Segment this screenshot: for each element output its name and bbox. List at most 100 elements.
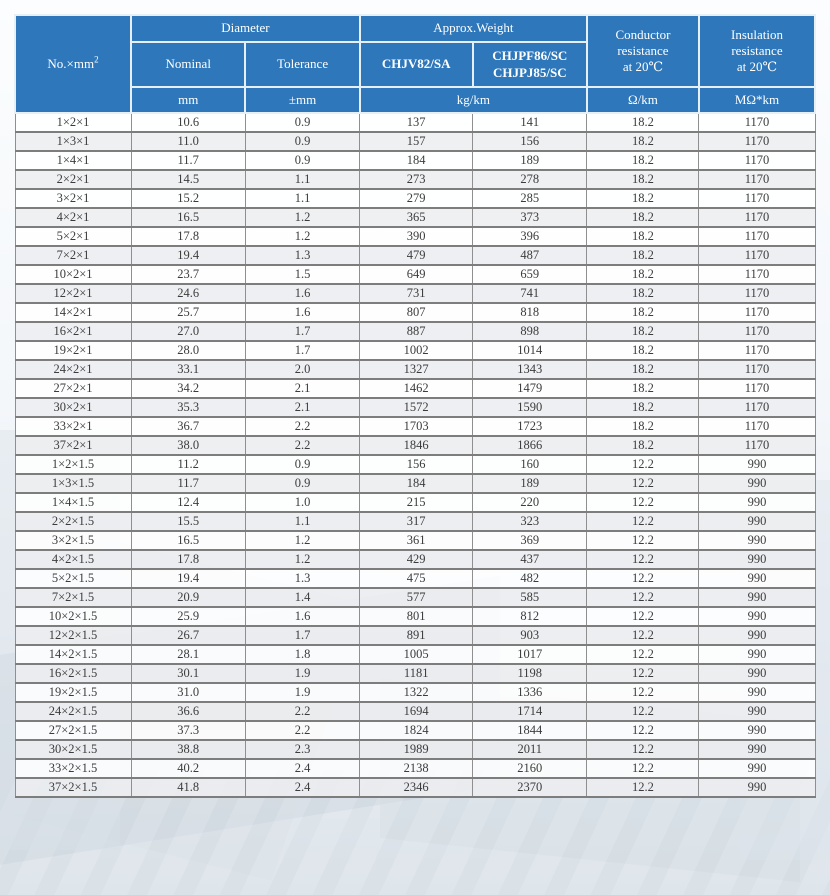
cell: 19.4 bbox=[130, 569, 246, 589]
cell: 990 bbox=[698, 759, 816, 779]
cell: 365 bbox=[359, 208, 474, 228]
cell: 1×3×1.5 bbox=[14, 474, 132, 494]
cell: 24×2×1 bbox=[14, 360, 132, 380]
table-row: 27×2×1.5 37.3 2.2 1824 1844 12.2 990 bbox=[14, 721, 816, 741]
cell: 1590 bbox=[472, 398, 588, 418]
cell: 1714 bbox=[472, 702, 588, 722]
cell: 1170 bbox=[698, 132, 816, 152]
cell: 15.2 bbox=[130, 189, 246, 209]
cell: 812 bbox=[472, 607, 588, 627]
table-row: 1×4×1.5 12.4 1.0 215 220 12.2 990 bbox=[14, 493, 816, 513]
cell: 30.1 bbox=[130, 664, 246, 684]
cell: 36.7 bbox=[130, 417, 246, 437]
cell: 2×2×1 bbox=[14, 170, 132, 190]
cell: 1.8 bbox=[244, 645, 361, 665]
cell: 437 bbox=[472, 550, 588, 570]
table-row: 3×2×1.5 16.5 1.2 361 369 12.2 990 bbox=[14, 531, 816, 551]
cell: 577 bbox=[359, 588, 474, 608]
cell: 807 bbox=[359, 303, 474, 323]
table-row: 5×2×1 17.8 1.2 390 396 18.2 1170 bbox=[14, 227, 816, 247]
cell: 19.4 bbox=[130, 246, 246, 266]
cell: 18.2 bbox=[586, 151, 700, 171]
table-row: 4×2×1 16.5 1.2 365 373 18.2 1170 bbox=[14, 208, 816, 228]
cell: 17.8 bbox=[130, 227, 246, 247]
cell: 1×2×1.5 bbox=[14, 455, 132, 475]
cell: 189 bbox=[472, 474, 588, 494]
cell: 11.7 bbox=[130, 151, 246, 171]
cell: 1170 bbox=[698, 208, 816, 228]
cell: 990 bbox=[698, 702, 816, 722]
cell: 12.2 bbox=[586, 455, 700, 475]
cell: 2.2 bbox=[244, 436, 361, 456]
cell: 1.1 bbox=[244, 189, 361, 209]
cell: 2011 bbox=[472, 740, 588, 760]
header-approx-weight: Approx.Weight bbox=[358, 14, 588, 43]
cell: 1.2 bbox=[244, 208, 361, 228]
table-row: 24×2×1 33.1 2.0 1327 1343 18.2 1170 bbox=[14, 360, 816, 380]
header-model-chjpf86: CHJPF86/SC CHJPJ85/SC bbox=[471, 41, 588, 88]
cell: 731 bbox=[359, 284, 474, 304]
cell: 1170 bbox=[698, 322, 816, 342]
cell: 18.2 bbox=[586, 303, 700, 323]
cell: 479 bbox=[359, 246, 474, 266]
cell: 1.7 bbox=[244, 322, 361, 342]
table-row: 14×2×1.5 28.1 1.8 1005 1017 12.2 990 bbox=[14, 645, 816, 665]
cell: 990 bbox=[698, 531, 816, 551]
table-row: 10×2×1 23.7 1.5 649 659 18.2 1170 bbox=[14, 265, 816, 285]
cell: 1.6 bbox=[244, 607, 361, 627]
cell: 990 bbox=[698, 512, 816, 532]
cell: 990 bbox=[698, 683, 816, 703]
cell: 11.0 bbox=[130, 132, 246, 152]
header-tolerance: Tolerance bbox=[244, 41, 361, 88]
table-row: 2×2×1.5 15.5 1.1 317 323 12.2 990 bbox=[14, 512, 816, 532]
cell: 16×2×1 bbox=[14, 322, 132, 342]
cell: 1170 bbox=[698, 227, 816, 247]
cell: 12×2×1 bbox=[14, 284, 132, 304]
cell: 18.2 bbox=[586, 170, 700, 190]
unit-kg-km: kg/km bbox=[358, 86, 588, 114]
cell: 7×2×1.5 bbox=[14, 588, 132, 608]
cell: 1198 bbox=[472, 664, 588, 684]
cell: 4×2×1.5 bbox=[14, 550, 132, 570]
cell: 475 bbox=[359, 569, 474, 589]
cell: 2.0 bbox=[244, 360, 361, 380]
cell: 2×2×1.5 bbox=[14, 512, 132, 532]
cell: 1170 bbox=[698, 360, 816, 380]
spec-sheet-page: No.×mm2 Diameter Approx.Weight Conductor… bbox=[14, 14, 817, 798]
cell: 18.2 bbox=[586, 189, 700, 209]
cell: 818 bbox=[472, 303, 588, 323]
cell: 7×2×1 bbox=[14, 246, 132, 266]
cell: 12.2 bbox=[586, 721, 700, 741]
cell: 2.2 bbox=[244, 721, 361, 741]
cell: 25.9 bbox=[130, 607, 246, 627]
cell: 1.3 bbox=[244, 246, 361, 266]
cell: 15.5 bbox=[130, 512, 246, 532]
cell: 891 bbox=[359, 626, 474, 646]
cell: 990 bbox=[698, 778, 816, 798]
superscript-2: 2 bbox=[94, 54, 99, 65]
cell: 1×4×1 bbox=[14, 151, 132, 171]
table-row: 1×3×1 11.0 0.9 157 156 18.2 1170 bbox=[14, 132, 816, 152]
cell: 1.3 bbox=[244, 569, 361, 589]
cell: 2.4 bbox=[244, 759, 361, 779]
cell: 23.7 bbox=[130, 265, 246, 285]
cell: 12.2 bbox=[586, 550, 700, 570]
cell: 220 bbox=[472, 493, 588, 513]
cell: 12.2 bbox=[586, 588, 700, 608]
cell: 0.9 bbox=[244, 113, 361, 133]
cell: 20.9 bbox=[130, 588, 246, 608]
table-row: 1×2×1 10.6 0.9 137 141 18.2 1170 bbox=[14, 113, 816, 133]
cell: 1.9 bbox=[244, 683, 361, 703]
cell: 160 bbox=[472, 455, 588, 475]
cell: 1017 bbox=[472, 645, 588, 665]
cell: 215 bbox=[359, 493, 474, 513]
cell: 3×2×1 bbox=[14, 189, 132, 209]
cell: 990 bbox=[698, 721, 816, 741]
cell: 12.2 bbox=[586, 569, 700, 589]
cell: 16.5 bbox=[130, 208, 246, 228]
cell: 12.2 bbox=[586, 493, 700, 513]
unit-ohm-km: Ω/km bbox=[585, 86, 700, 114]
cell: 1846 bbox=[359, 436, 474, 456]
table-row: 2×2×1 14.5 1.1 273 278 18.2 1170 bbox=[14, 170, 816, 190]
cell: 990 bbox=[698, 645, 816, 665]
